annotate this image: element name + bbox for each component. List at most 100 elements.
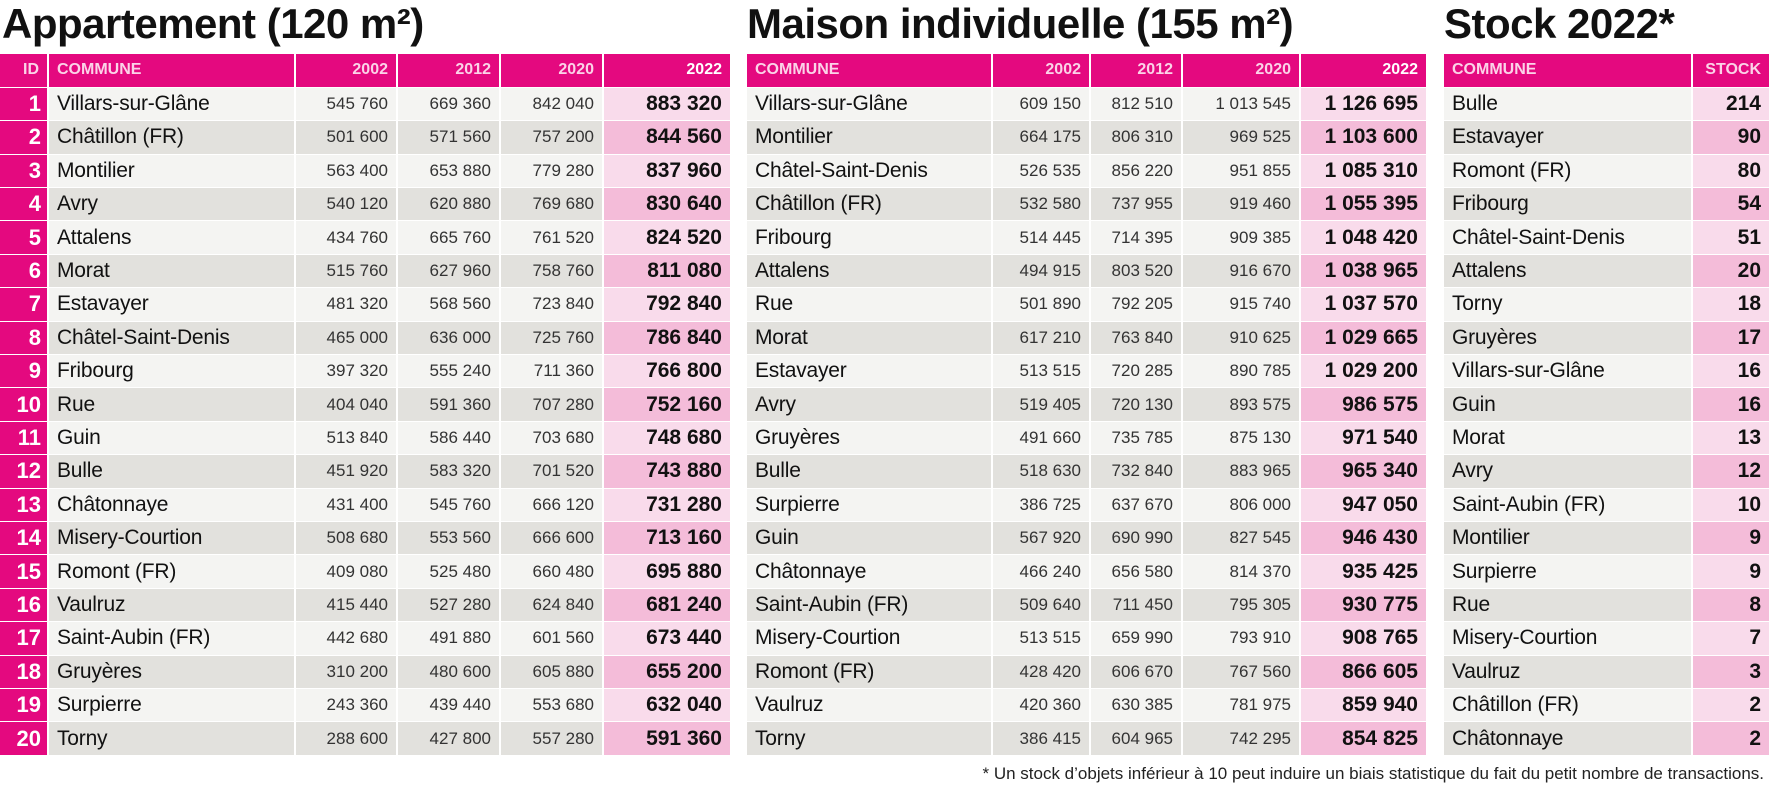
cell-2002: 609 150	[992, 87, 1091, 122]
cell-commune: Misery-Courtion	[747, 621, 993, 656]
cell-stock: 80	[1692, 154, 1770, 189]
cell-2020: 666 600	[500, 521, 604, 556]
cell-2020: 758 760	[500, 254, 604, 289]
cell-2012: 480 600	[397, 655, 501, 689]
table-row: Fribourg 54	[1444, 187, 1770, 222]
table-row: Châtonnaye 466 240 656 580 814 370 935 425	[747, 554, 1428, 589]
cell-2002: 404 040	[295, 387, 398, 422]
col-header-2002: 2002	[295, 54, 398, 88]
cell-2022: 971 540	[1300, 421, 1428, 456]
cell-2020: 890 785	[1182, 354, 1301, 389]
cell-2020: 601 560	[500, 621, 604, 656]
cell-2020: 767 560	[1182, 655, 1301, 689]
cell-2022: 1 029 665	[1300, 321, 1428, 356]
header-row: COMMUNE 2002 2012 2020 2022	[747, 54, 1428, 88]
cell-2020: 781 975	[1182, 688, 1301, 723]
cell-2022: 632 040	[603, 688, 732, 723]
cell-2012: 735 785	[1090, 421, 1183, 456]
table-row: Torny 18	[1444, 287, 1770, 322]
table-row: Misery-Courtion 513 515 659 990 793 910 908 …	[747, 621, 1428, 656]
table-row: 7 Estavayer 481 320 568 560 723 840 792 840	[0, 287, 732, 322]
cell-2012: 653 880	[397, 154, 501, 189]
table-row: Avry 519 405 720 130 893 575 986 575	[747, 387, 1428, 422]
cell-commune: Châtonnaye	[48, 488, 296, 522]
cell-2002: 515 760	[295, 254, 398, 289]
cell-commune: Bulle	[48, 454, 296, 489]
cell-commune: Fribourg	[1444, 187, 1693, 222]
cell-2012: 553 560	[397, 521, 501, 556]
cell-id: 2	[0, 120, 49, 155]
cell-2020: 883 965	[1182, 454, 1301, 489]
cell-stock: 3	[1692, 655, 1770, 689]
title-maison: Maison individuelle (155 m²)	[747, 0, 1294, 47]
cell-id: 11	[0, 421, 49, 456]
cell-commune: Saint-Aubin (FR)	[747, 588, 993, 623]
cell-stock: 2	[1692, 688, 1770, 723]
table-row: 4 Avry 540 120 620 880 769 680 830 640	[0, 187, 732, 222]
cell-2022: 837 960	[603, 154, 732, 189]
cell-commune: Châtel-Saint-Denis	[1444, 220, 1693, 255]
cell-2002: 664 175	[992, 120, 1091, 155]
cell-2020: 742 295	[1182, 721, 1301, 756]
cell-id: 16	[0, 588, 49, 623]
cell-id: 18	[0, 655, 49, 689]
cell-2002: 466 240	[992, 554, 1091, 589]
cell-commune: Attalens	[747, 254, 993, 289]
cell-stock: 10	[1692, 488, 1770, 522]
table-row: Bulle 518 630 732 840 883 965 965 340	[747, 454, 1428, 489]
cell-commune: Misery-Courtion	[48, 521, 296, 556]
table-row: 6 Morat 515 760 627 960 758 760 811 080	[0, 254, 732, 289]
cell-stock: 12	[1692, 454, 1770, 489]
cell-2022: 1 085 310	[1300, 154, 1428, 189]
cell-2002: 513 515	[992, 621, 1091, 656]
table-row: 19 Surpierre 243 360 439 440 553 680 632 040	[0, 688, 732, 723]
table-row: 9 Fribourg 397 320 555 240 711 360 766 800	[0, 354, 732, 389]
cell-2020: 761 520	[500, 220, 604, 255]
cell-2002: 545 760	[295, 87, 398, 122]
cell-2020: 910 625	[1182, 321, 1301, 356]
cell-2022: 883 320	[603, 87, 732, 122]
table-row: Guin 567 920 690 990 827 545 946 430	[747, 521, 1428, 556]
cell-2002: 428 420	[992, 655, 1091, 689]
cell-2012: 806 310	[1090, 120, 1183, 155]
cell-commune: Torny	[747, 721, 993, 756]
cell-2012: 439 440	[397, 688, 501, 723]
cell-commune: Gruyères	[1444, 321, 1693, 356]
cell-2012: 856 220	[1090, 154, 1183, 189]
cell-commune: Châtillon (FR)	[747, 187, 993, 222]
cell-2022: 946 430	[1300, 521, 1428, 556]
cell-2020: 814 370	[1182, 554, 1301, 589]
cell-2022: 1 029 200	[1300, 354, 1428, 389]
table-row: 11 Guin 513 840 586 440 703 680 748 680	[0, 421, 732, 456]
cell-2020: 605 880	[500, 655, 604, 689]
cell-2022: 986 575	[1300, 387, 1428, 422]
table-row: Gruyères 17	[1444, 321, 1770, 356]
cell-2002: 617 210	[992, 321, 1091, 356]
cell-2002: 526 535	[992, 154, 1091, 189]
cell-commune: Morat	[48, 254, 296, 289]
table-row: Avry 12	[1444, 454, 1770, 489]
cell-2022: 824 520	[603, 220, 732, 255]
cell-2012: 606 670	[1090, 655, 1183, 689]
cell-2020: 624 840	[500, 588, 604, 623]
cell-2002: 563 400	[295, 154, 398, 189]
cell-2002: 451 920	[295, 454, 398, 489]
cell-stock: 17	[1692, 321, 1770, 356]
table-row: Estavayer 90	[1444, 120, 1770, 155]
cell-2020: 793 910	[1182, 621, 1301, 656]
cell-2020: 893 575	[1182, 387, 1301, 422]
cell-commune: Rue	[1444, 588, 1693, 623]
table-row: Rue 501 890 792 205 915 740 1 037 570	[747, 287, 1428, 322]
cell-commune: Montilier	[1444, 521, 1693, 556]
cell-stock: 13	[1692, 421, 1770, 456]
table-row: Estavayer 513 515 720 285 890 785 1 029 200	[747, 354, 1428, 389]
col-header-stock: STOCK	[1692, 54, 1770, 88]
cell-id: 7	[0, 287, 49, 322]
table-row: Villars-sur-Glâne 609 150 812 510 1 013 545…	[747, 87, 1428, 122]
cell-commune: Morat	[1444, 421, 1693, 456]
cell-2012: 620 880	[397, 187, 501, 222]
cell-2022: 792 840	[603, 287, 732, 322]
cell-commune: Châtillon (FR)	[1444, 688, 1693, 723]
table-row: Saint-Aubin (FR) 10	[1444, 488, 1770, 522]
cell-commune: Estavayer	[747, 354, 993, 389]
